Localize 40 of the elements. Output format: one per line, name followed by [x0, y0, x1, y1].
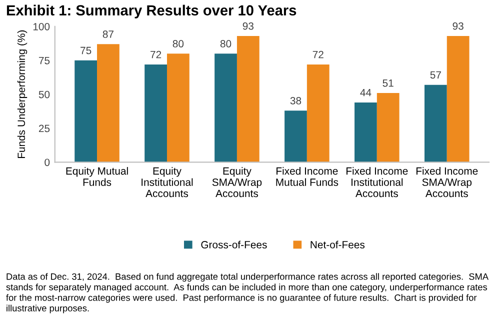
- data-label: 80: [220, 40, 232, 48]
- bar: [144, 64, 167, 162]
- data-label: 57: [430, 71, 441, 79]
- data-label: 87: [102, 30, 114, 38]
- y-tick-label: 75: [38, 57, 50, 64]
- bar: [446, 36, 470, 162]
- data-label: 72: [150, 50, 162, 58]
- data-label: 93: [242, 22, 254, 30]
- data-label: 75: [80, 46, 92, 54]
- text: Data as of Dec. 31, 2024. Based on fund aggregate total underperformance rates across all reported categories. SMA stands for separately managed account. As funds can be included in more than one category, underperformance rates for the most-narrow categories were used. Past performance is no guarantee of future results. Chart is provided for illustrative purposes.: [6, 273, 489, 314]
- y-tick-label: 25: [38, 124, 50, 132]
- x-tick-label: Equity Mutual Funds: [66, 167, 128, 186]
- bar: [236, 36, 260, 162]
- bar: [214, 54, 237, 162]
- legend-label: Gross-of-Fees: [201, 240, 267, 248]
- bar: [424, 84, 447, 162]
- x-tick-label: Equity Institutional Accounts: [142, 167, 193, 198]
- data-label: 51: [382, 79, 394, 87]
- data-label: 72: [312, 50, 324, 58]
- bar: [284, 110, 307, 162]
- y-tick-label: 0: [44, 158, 50, 166]
- x-tick-label: Equity SMA/Wrap Accounts: [212, 167, 262, 198]
- data-label: 93: [452, 22, 464, 30]
- legend-label: Net-of-Fees: [310, 240, 365, 248]
- y-tick-label: 100: [33, 22, 50, 30]
- x-tick-label: Fixed Income Institutional Accounts: [346, 167, 408, 198]
- x-tick-label: Fixed Income Mutual Funds: [276, 167, 338, 186]
- data-label: 38: [290, 97, 302, 104]
- bar: [376, 92, 400, 162]
- bar: [166, 54, 190, 162]
- bar: [306, 64, 330, 162]
- x-tick-label: Fixed Income SMA/Wrap Accounts: [416, 167, 478, 198]
- chart-title: Exhibit 1: Summary Results over 10 Years: [6, 4, 296, 18]
- data-label: 80: [172, 40, 184, 48]
- bar: [354, 102, 377, 162]
- y-tick-label: 50: [38, 90, 50, 98]
- bar: [97, 44, 120, 162]
- bar: [74, 60, 98, 162]
- y-axis-title: Funds Underperforming (%): [17, 30, 28, 158]
- data-label: 44: [360, 88, 372, 96]
